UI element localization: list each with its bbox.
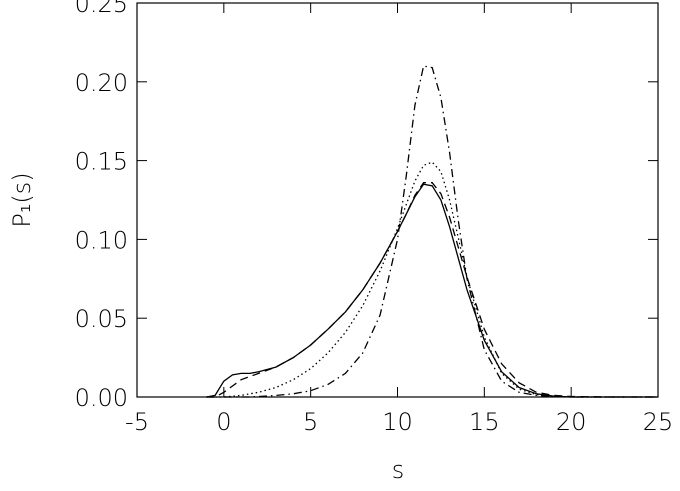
y-tick-label: 0.05 bbox=[75, 305, 128, 333]
x-tick-label: 0 bbox=[216, 408, 231, 436]
y-tick-label: 0.15 bbox=[75, 148, 128, 176]
line-series bbox=[206, 182, 658, 398]
y-axis-label: P₁(s) bbox=[8, 172, 36, 227]
y-tick-label: 0.25 bbox=[75, 0, 128, 18]
x-tick-label: -5 bbox=[125, 408, 149, 436]
line-series bbox=[206, 65, 658, 398]
x-tick-label: 10 bbox=[382, 408, 413, 436]
y-tick-label: 0.10 bbox=[75, 226, 128, 254]
line-series bbox=[206, 161, 658, 398]
x-tick-label: 5 bbox=[303, 408, 318, 436]
x-tick-label: 25 bbox=[643, 408, 674, 436]
x-tick-label: 15 bbox=[469, 408, 500, 436]
plot-frame bbox=[136, 2, 659, 398]
line-series bbox=[206, 183, 658, 398]
x-axis-label: s bbox=[392, 456, 405, 484]
y-tick-label: 0.20 bbox=[75, 69, 128, 97]
x-tick-label: 20 bbox=[556, 408, 587, 436]
y-tick-label: 0.00 bbox=[75, 384, 128, 412]
